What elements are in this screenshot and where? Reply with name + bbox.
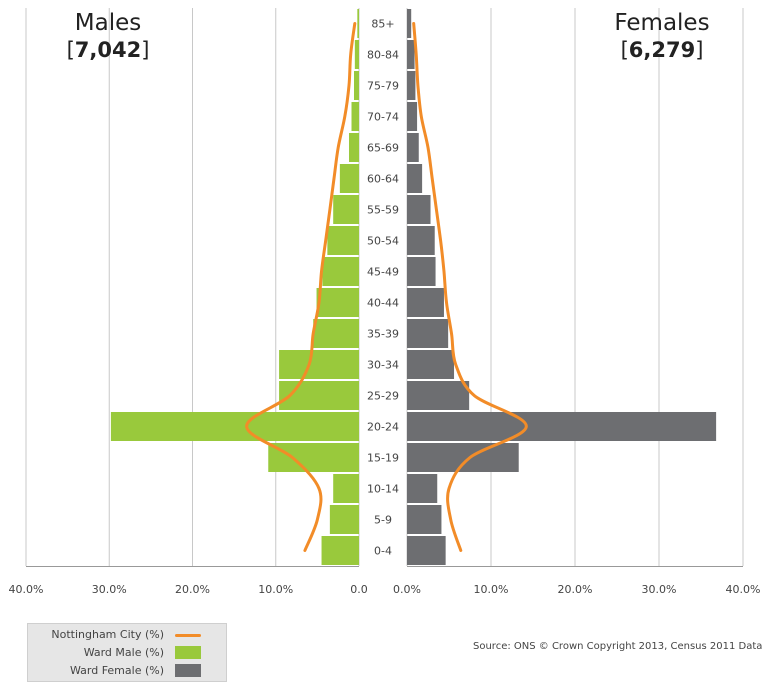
x-tick-label-left: 0.0 <box>350 583 368 596</box>
males-title: Males [7,042] <box>58 9 158 63</box>
age-label: 5-9 <box>374 514 392 527</box>
males-count: 7,042 <box>74 38 142 62</box>
bar-male-85+ <box>357 9 359 38</box>
x-tick-label-left: 10.0% <box>258 583 293 596</box>
age-label: 80-84 <box>367 49 399 62</box>
bar-male-80-84 <box>354 40 359 69</box>
age-label: 15-19 <box>367 452 399 465</box>
bar-female-30-34 <box>407 350 455 379</box>
bar-female-80-84 <box>407 40 415 69</box>
legend-swatch-ward-male <box>175 646 201 659</box>
legend-item-ward-female: Ward Female (%) <box>28 662 218 679</box>
bar-female-85+ <box>407 9 412 38</box>
males-title-text: Males <box>74 10 142 36</box>
bar-female-10-14 <box>407 474 438 503</box>
legend-swatch-ward-female <box>175 664 201 677</box>
bar-female-50-54 <box>407 226 435 255</box>
bar-male-20-24 <box>110 412 359 441</box>
bar-male-25-29 <box>279 381 359 410</box>
x-tick-label-right: 40.0% <box>726 583 761 596</box>
source-note: Source: ONS © Crown Copyright 2013, Cens… <box>473 641 763 652</box>
bar-male-30-34 <box>279 350 359 379</box>
age-label: 0-4 <box>374 545 392 558</box>
age-label: 30-34 <box>367 359 399 372</box>
age-label: 50-54 <box>367 235 399 248</box>
bar-male-55-59 <box>333 195 359 224</box>
x-tick-label-left: 40.0% <box>9 583 44 596</box>
bar-female-55-59 <box>407 195 431 224</box>
legend-swatch-line <box>175 634 201 637</box>
age-label: 25-29 <box>367 390 399 403</box>
age-label: 60-64 <box>367 173 399 186</box>
age-label: 10-14 <box>367 483 399 496</box>
x-tick-label-right: 10.0% <box>474 583 509 596</box>
bar-male-35-39 <box>313 319 359 348</box>
bar-male-70-74 <box>351 102 359 131</box>
age-label: 65-69 <box>367 142 399 155</box>
bar-female-45-49 <box>407 257 436 286</box>
age-label: 45-49 <box>367 266 399 279</box>
age-label: 40-44 <box>367 297 399 310</box>
legend-item-ward-male: Ward Male (%) <box>28 644 218 661</box>
x-tick-label-right: 0.0% <box>393 583 421 596</box>
bar-male-40-44 <box>316 288 359 317</box>
legend-item-nottingham-city: Nottingham City (%) <box>28 626 218 643</box>
age-label: 35-39 <box>367 328 399 341</box>
bar-male-75-79 <box>354 71 359 100</box>
bar-male-0-4 <box>321 536 359 565</box>
x-tick-label-right: 20.0% <box>558 583 593 596</box>
bar-female-20-24 <box>407 412 717 441</box>
bar-female-5-9 <box>407 505 442 534</box>
bar-female-35-39 <box>407 319 449 348</box>
age-label: 70-74 <box>367 111 399 124</box>
bar-female-25-29 <box>407 381 470 410</box>
bar-male-60-64 <box>339 164 359 193</box>
nottingham-city-line-female <box>412 22 528 552</box>
population-pyramid-chart: 0-4 5-9 10-14 15-19 20-24 25-29 30-34 35-39 40-4… <box>9 8 761 596</box>
bar-male-45-49 <box>322 257 359 286</box>
bar-female-75-79 <box>407 71 416 100</box>
bar-female-0-4 <box>407 536 446 565</box>
bar-female-60-64 <box>407 164 423 193</box>
females-title: Females [6,279] <box>602 9 722 63</box>
chart-legend: Nottingham City (%) Ward Male (%) Ward F… <box>27 623 227 682</box>
x-tick-label-left: 20.0% <box>175 583 210 596</box>
legend-label-ward-female: Ward Female (%) <box>69 664 164 677</box>
bar-male-65-69 <box>349 133 359 162</box>
bar-female-65-69 <box>407 133 419 162</box>
nottingham-city-line-male <box>245 22 357 552</box>
age-label: 75-79 <box>367 80 399 93</box>
bar-female-15-19 <box>407 443 519 472</box>
legend-label-ward-male: Ward Male (%) <box>83 646 164 659</box>
bar-male-15-19 <box>268 443 359 472</box>
x-tick-label-left: 30.0% <box>92 583 127 596</box>
females-count: 6,279 <box>628 38 696 62</box>
age-label: 55-59 <box>367 204 399 217</box>
age-label: 85+ <box>371 18 394 31</box>
x-tick-label-right: 30.0% <box>642 583 677 596</box>
females-title-text: Females <box>614 10 710 36</box>
bar-female-70-74 <box>407 102 418 131</box>
bar-male-5-9 <box>329 505 359 534</box>
bar-female-40-44 <box>407 288 444 317</box>
legend-label-nottingham-city: Nottingham City (%) <box>51 628 164 641</box>
age-label: 20-24 <box>367 421 399 434</box>
bar-male-10-14 <box>333 474 359 503</box>
bar-male-50-54 <box>327 226 359 255</box>
